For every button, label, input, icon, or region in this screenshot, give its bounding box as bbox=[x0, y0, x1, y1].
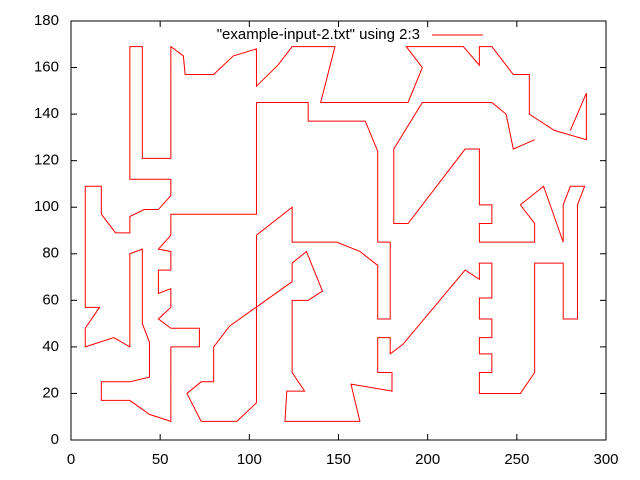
legend-label: "example-input-2.txt" using 2:3 bbox=[217, 26, 420, 43]
plot-border bbox=[70, 20, 607, 441]
x-tick-label: 300 bbox=[593, 451, 618, 468]
y-tick-label: 60 bbox=[42, 291, 59, 308]
y-tick-label: 100 bbox=[34, 198, 59, 215]
y-tick-label: 80 bbox=[42, 245, 59, 262]
x-tick-label: 200 bbox=[415, 451, 440, 468]
x-tick-label: 150 bbox=[326, 451, 351, 468]
y-tick-label: 20 bbox=[42, 384, 59, 401]
x-tick-label: 100 bbox=[237, 451, 262, 468]
data-line bbox=[84, 45, 587, 423]
x-tick-label: 50 bbox=[152, 451, 169, 468]
y-tick-label: 120 bbox=[34, 152, 59, 169]
y-tick-label: 140 bbox=[34, 105, 59, 122]
y-tick-label: 0 bbox=[51, 431, 59, 448]
y-tick-label: 40 bbox=[42, 338, 59, 355]
x-tick-label: 250 bbox=[504, 451, 529, 468]
y-tick-label: 160 bbox=[34, 59, 59, 76]
y-tick-label: 180 bbox=[34, 12, 59, 29]
x-tick-label: 0 bbox=[67, 451, 75, 468]
